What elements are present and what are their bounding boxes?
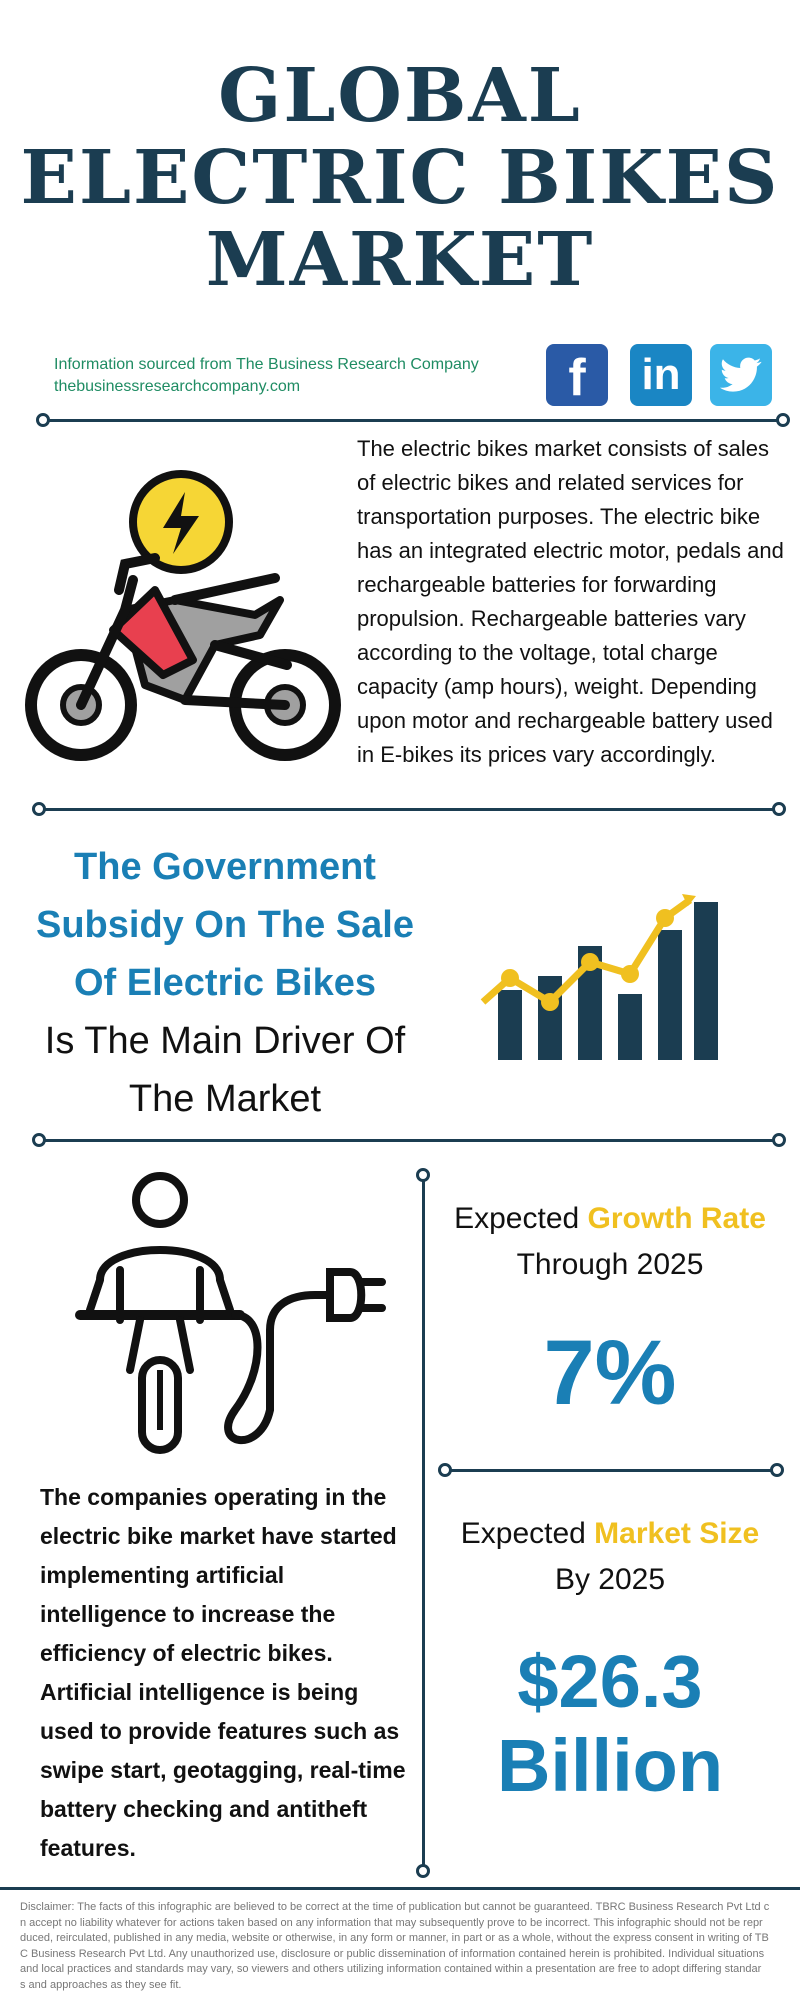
source-line: Information sourced from The Business Re…	[54, 356, 479, 373]
footer-divider	[0, 1887, 800, 1890]
disclaimer-line: and local practices and standards may va…	[20, 1963, 762, 1975]
market-size-period: By 2025	[554, 1563, 666, 1596]
disclaimer-line: Disclaimer: The facts of this infographi…	[20, 1901, 770, 1913]
driver-line-2: Subsidy On The Sale	[36, 904, 414, 946]
divider-3-left-dot	[32, 1133, 46, 1147]
driver-line-4: Is The Main Driver Of	[44, 1020, 406, 1062]
title-line-2: ELECTRIC BIKES	[20, 135, 780, 221]
source-url[interactable]: thebusinessresearchcompany.com	[54, 378, 301, 395]
ai-description: The companies operating in the electric …	[40, 1484, 406, 1861]
growth-prefix: Expected	[454, 1202, 588, 1235]
electric-bicycle-rider-icon	[75, 1172, 386, 1454]
disclaimer-line: s and approaches as they see fit.	[20, 1978, 182, 1991]
divider-3	[40, 1139, 780, 1142]
divider-1-left-dot	[36, 413, 50, 427]
disclaimer-line: n accept no liability whatever for actio…	[20, 1916, 763, 1929]
vertical-divider-top-dot	[416, 1168, 430, 1182]
growth-period: Through 2025	[516, 1248, 704, 1281]
facebook-icon[interactable]: f	[546, 344, 608, 407]
divider-2	[40, 808, 780, 811]
divider-1-right-dot	[776, 413, 790, 427]
title-line-3: MARKET	[205, 217, 595, 303]
disclaimer: Disclaimer: The facts of this infographi…	[20, 1900, 800, 1993]
linkedin-icon[interactable]: in	[630, 344, 692, 406]
twitter-bird-icon	[720, 357, 762, 392]
facebook-glyph: f	[568, 349, 586, 407]
divider-1	[44, 419, 784, 422]
market-description: The electric bikes market consists of sa…	[357, 436, 784, 767]
source-info: Information sourced from The Business Re…	[54, 354, 479, 398]
market-size-prefix: Expected	[460, 1517, 595, 1550]
divider-2-right-dot	[772, 802, 786, 816]
linkedin-glyph: in	[641, 350, 681, 399]
divider-4-right-dot	[770, 1463, 784, 1477]
growth-rate-value: 7%	[543, 1322, 677, 1424]
growth-chart-icon	[480, 894, 718, 1060]
driver-line-5: The Market	[128, 1078, 322, 1120]
twitter-icon[interactable]	[710, 344, 772, 406]
growth-highlight: Growth Rate	[587, 1202, 766, 1235]
vertical-divider	[422, 1180, 425, 1870]
driver-line-1: The Government	[74, 846, 376, 888]
market-size-highlight: Market Size	[594, 1517, 760, 1550]
market-size-unit: Billion	[496, 1724, 724, 1807]
market-driver: The Government Subsidy On The Sale Of El…	[30, 838, 420, 1128]
divider-2-left-dot	[32, 802, 46, 816]
market-size-amount: $26.3	[517, 1640, 703, 1723]
growth-rate-label: Expected Growth Rate Through 2025	[425, 1196, 795, 1288]
divider-4-left-dot	[438, 1463, 452, 1477]
market-size-label: Expected Market Size By 2025	[425, 1511, 795, 1603]
disclaimer-line: C Business Research Pvt Ltd. Any unautho…	[20, 1947, 765, 1960]
driver-line-3: Of Electric Bikes	[73, 962, 377, 1004]
divider-4	[446, 1469, 778, 1472]
divider-3-right-dot	[772, 1133, 786, 1147]
title-line-1: GLOBAL	[218, 53, 582, 139]
disclaimer-line: duced, reirculated, published in any med…	[20, 1932, 769, 1944]
market-size-value: $26.3 Billion	[425, 1640, 795, 1808]
electric-motorbike-icon	[25, 470, 341, 761]
vertical-divider-bottom-dot	[416, 1864, 430, 1878]
